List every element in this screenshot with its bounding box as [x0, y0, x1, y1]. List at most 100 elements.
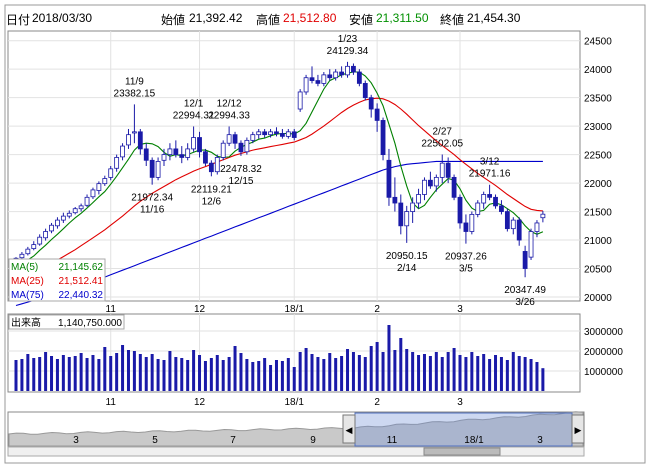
candle-body [333, 71, 339, 79]
navigator-left-handle[interactable] [342, 414, 356, 444]
legend-ma5-label: MA(5) [11, 262, 38, 273]
volume-bar [346, 349, 350, 391]
candle-body [315, 80, 321, 84]
candle-body [362, 83, 368, 99]
candle-body [226, 134, 232, 144]
volume-bar [97, 359, 101, 391]
navigator-right-handle[interactable] [571, 414, 585, 444]
annotation-label: 3/5 [459, 264, 473, 275]
volume-bar [476, 356, 480, 391]
navigator-scrollbar[interactable] [7, 446, 585, 457]
candle-body [256, 131, 262, 136]
candle-body [55, 219, 60, 227]
candle-body [339, 71, 345, 76]
open-value: 21,392.42 [189, 11, 243, 25]
candle-body [356, 71, 362, 84]
candle-body [433, 176, 439, 187]
annotation-label: 22994.31 [173, 110, 215, 121]
navigator-label: 5 [152, 435, 158, 446]
candle-body [380, 120, 386, 156]
x-tick-label: 2 [374, 397, 380, 408]
legend-ma25-value: 21,512.41 [59, 276, 104, 287]
candle-body [404, 211, 410, 227]
navigator-overview [8, 411, 584, 447]
volume-bar [310, 354, 314, 391]
annotation-label: 22994.33 [208, 110, 250, 121]
candle-body [120, 145, 125, 158]
volume-bar [499, 357, 503, 391]
volume-bar [138, 354, 142, 391]
candle-body [19, 253, 25, 259]
candle-body [108, 168, 114, 178]
candle-body [439, 162, 445, 178]
x-tick-label: 18/1 [285, 304, 305, 315]
outer-frame [4, 4, 646, 464]
volume-bar [452, 348, 456, 391]
price-tick-label: 20500 [584, 265, 612, 276]
price-tick-label: 21000 [584, 236, 612, 247]
volume-bar [280, 361, 284, 391]
volume-bar [328, 353, 332, 391]
volume-legend: 出来高 1,140,750.000 [8, 314, 125, 330]
candle-body [522, 251, 528, 269]
price-annotations: 11/923382.1521972.3411/1612/122994.3112/… [114, 34, 547, 308]
volume-bar [180, 358, 184, 391]
volume-bar [488, 359, 492, 391]
candle-body [274, 131, 279, 134]
open-label: 始値 [161, 13, 186, 27]
annotation-label: 20937.26 [445, 252, 487, 263]
volume-bar [529, 359, 533, 391]
candle-body [131, 131, 137, 134]
volume-bar [517, 356, 521, 391]
volume-bar [535, 362, 539, 391]
candle-body [49, 224, 54, 232]
price-axis: 20000 20500 21000 21500 22000 22500 23000 23500… [584, 37, 612, 304]
volume-bar [144, 357, 148, 391]
navigator-selection[interactable] [354, 412, 573, 447]
annotation-label: 22119.21 [191, 184, 232, 195]
volume-bar [399, 338, 403, 391]
candle-body [528, 231, 534, 258]
volume-bar [393, 350, 397, 391]
navigator-label: 18/1 [464, 435, 484, 446]
volume-tick-label: 3000000 [584, 327, 623, 338]
x-tick-label: 3 [457, 304, 463, 315]
volume-bar [215, 355, 219, 391]
candle-body [279, 133, 285, 137]
candle-body [90, 189, 96, 198]
range-navigator[interactable]: 3 5 7 9 11 18/1 3 ◀ ▶ [7, 411, 585, 457]
candle-body [262, 131, 268, 136]
candle-body [345, 65, 350, 76]
volume-bar [156, 359, 160, 391]
candle-body [392, 196, 398, 204]
left-arrow-icon: ◀ [346, 425, 353, 435]
candle-body [493, 196, 498, 207]
volume-bar [192, 350, 196, 391]
scrollbar-thumb[interactable] [423, 447, 501, 456]
annotation-label: 24129.34 [327, 46, 369, 57]
candle-body [84, 196, 90, 206]
annotation-label: 21972.34 [131, 193, 173, 204]
candle-body [114, 157, 120, 169]
close-label: 終値 [440, 13, 465, 27]
candle-body [463, 222, 469, 232]
candle-body [499, 205, 504, 212]
volume-bar [340, 356, 344, 391]
volume-bar [20, 359, 24, 391]
price-tick-label: 21500 [584, 208, 612, 219]
candle-body [25, 248, 31, 255]
volume-bar [316, 357, 320, 391]
candle-body [191, 137, 197, 150]
volume-bar [322, 359, 326, 391]
candle-body [268, 131, 273, 136]
candle-body [321, 74, 327, 84]
volume-bar [150, 354, 154, 391]
candle-body [410, 202, 416, 212]
navigator-label: 9 [310, 435, 316, 446]
volume-bar [174, 357, 178, 391]
volume-bar [334, 358, 338, 391]
annotation-label: 12/1 [184, 98, 204, 109]
volume-bar [55, 359, 59, 391]
volume-bar [14, 360, 18, 391]
time-axis: 11 11 12 12 18/1 18/1 2 2 3 3 [106, 304, 464, 408]
